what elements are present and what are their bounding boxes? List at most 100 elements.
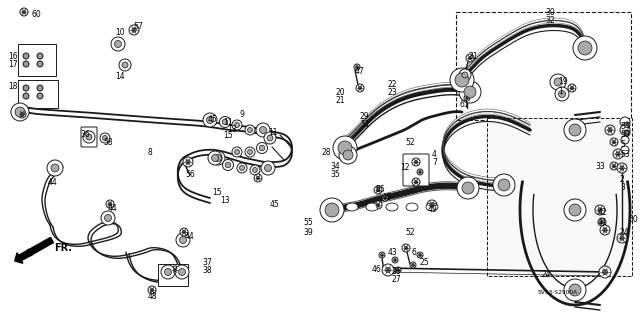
Circle shape bbox=[122, 62, 128, 68]
Circle shape bbox=[179, 236, 186, 243]
Circle shape bbox=[119, 59, 131, 71]
Circle shape bbox=[385, 267, 390, 273]
Text: 31: 31 bbox=[468, 52, 477, 61]
Circle shape bbox=[339, 146, 357, 164]
Text: 35: 35 bbox=[330, 170, 340, 179]
Text: 53: 53 bbox=[620, 150, 630, 159]
Circle shape bbox=[23, 85, 29, 91]
Circle shape bbox=[211, 154, 218, 161]
Circle shape bbox=[257, 143, 268, 153]
Circle shape bbox=[621, 146, 629, 154]
Circle shape bbox=[164, 269, 172, 276]
Circle shape bbox=[603, 228, 607, 232]
Circle shape bbox=[455, 73, 469, 87]
Circle shape bbox=[570, 86, 574, 90]
Circle shape bbox=[414, 160, 418, 164]
Circle shape bbox=[37, 53, 43, 59]
Text: 52: 52 bbox=[405, 228, 415, 237]
Text: 42: 42 bbox=[598, 208, 607, 217]
Text: 17: 17 bbox=[8, 60, 18, 69]
Text: 22: 22 bbox=[388, 80, 397, 89]
FancyBboxPatch shape bbox=[81, 127, 97, 147]
Text: 44: 44 bbox=[48, 178, 58, 187]
Circle shape bbox=[333, 136, 357, 160]
Ellipse shape bbox=[346, 203, 358, 211]
Text: 1: 1 bbox=[558, 87, 563, 96]
Circle shape bbox=[573, 36, 597, 60]
Circle shape bbox=[51, 164, 59, 172]
Circle shape bbox=[621, 136, 629, 144]
Circle shape bbox=[397, 269, 399, 271]
FancyBboxPatch shape bbox=[456, 12, 631, 120]
Text: 20: 20 bbox=[336, 88, 346, 97]
Text: 28: 28 bbox=[322, 148, 332, 157]
Text: 2: 2 bbox=[620, 175, 625, 184]
Circle shape bbox=[175, 265, 189, 279]
Circle shape bbox=[111, 37, 125, 51]
Circle shape bbox=[457, 177, 479, 199]
Circle shape bbox=[569, 284, 581, 296]
Circle shape bbox=[179, 269, 186, 276]
Circle shape bbox=[554, 78, 562, 86]
Text: 6: 6 bbox=[412, 248, 417, 257]
Text: 39: 39 bbox=[303, 228, 313, 237]
Circle shape bbox=[161, 265, 175, 279]
Circle shape bbox=[459, 81, 481, 103]
Circle shape bbox=[171, 266, 179, 274]
Circle shape bbox=[419, 254, 421, 256]
Circle shape bbox=[612, 140, 616, 144]
Circle shape bbox=[222, 119, 228, 125]
Circle shape bbox=[106, 200, 114, 208]
Circle shape bbox=[320, 198, 344, 222]
Circle shape bbox=[410, 262, 416, 268]
Circle shape bbox=[223, 160, 234, 170]
Ellipse shape bbox=[406, 203, 418, 211]
Text: 37: 37 bbox=[202, 258, 212, 267]
Text: 13: 13 bbox=[220, 196, 230, 205]
Circle shape bbox=[610, 138, 618, 146]
FancyArrow shape bbox=[15, 237, 54, 263]
Circle shape bbox=[102, 136, 108, 140]
Ellipse shape bbox=[366, 203, 378, 211]
Text: 47: 47 bbox=[355, 67, 365, 76]
Circle shape bbox=[624, 122, 630, 128]
Text: 21: 21 bbox=[336, 96, 346, 105]
Text: 32: 32 bbox=[545, 16, 555, 25]
Circle shape bbox=[620, 125, 630, 135]
Circle shape bbox=[550, 74, 566, 90]
Text: 15: 15 bbox=[212, 188, 221, 197]
Circle shape bbox=[203, 113, 217, 127]
Text: 26: 26 bbox=[392, 267, 402, 276]
Circle shape bbox=[245, 125, 255, 135]
Circle shape bbox=[376, 188, 380, 192]
Text: 55: 55 bbox=[375, 185, 385, 194]
Text: 61: 61 bbox=[460, 100, 470, 109]
Circle shape bbox=[564, 279, 586, 301]
Circle shape bbox=[208, 151, 222, 165]
Circle shape bbox=[47, 160, 63, 176]
Circle shape bbox=[419, 171, 421, 173]
Circle shape bbox=[417, 169, 423, 175]
Circle shape bbox=[37, 61, 43, 67]
Circle shape bbox=[404, 246, 408, 250]
Circle shape bbox=[248, 150, 253, 154]
Circle shape bbox=[148, 286, 156, 294]
Text: 33: 33 bbox=[595, 162, 605, 171]
Text: 50: 50 bbox=[628, 215, 637, 224]
Text: 9: 9 bbox=[240, 110, 245, 119]
Circle shape bbox=[395, 267, 401, 273]
Text: 38: 38 bbox=[202, 266, 212, 275]
Circle shape bbox=[104, 214, 111, 221]
Text: 60: 60 bbox=[32, 10, 42, 19]
Circle shape bbox=[376, 203, 380, 207]
Circle shape bbox=[232, 120, 242, 130]
Text: 41: 41 bbox=[598, 218, 607, 227]
Circle shape bbox=[559, 91, 566, 98]
Text: 45: 45 bbox=[270, 200, 280, 209]
Text: 52: 52 bbox=[405, 138, 415, 147]
Circle shape bbox=[129, 25, 139, 35]
Circle shape bbox=[18, 110, 26, 118]
Circle shape bbox=[417, 252, 423, 258]
Circle shape bbox=[211, 151, 225, 165]
Text: 15: 15 bbox=[223, 131, 232, 140]
